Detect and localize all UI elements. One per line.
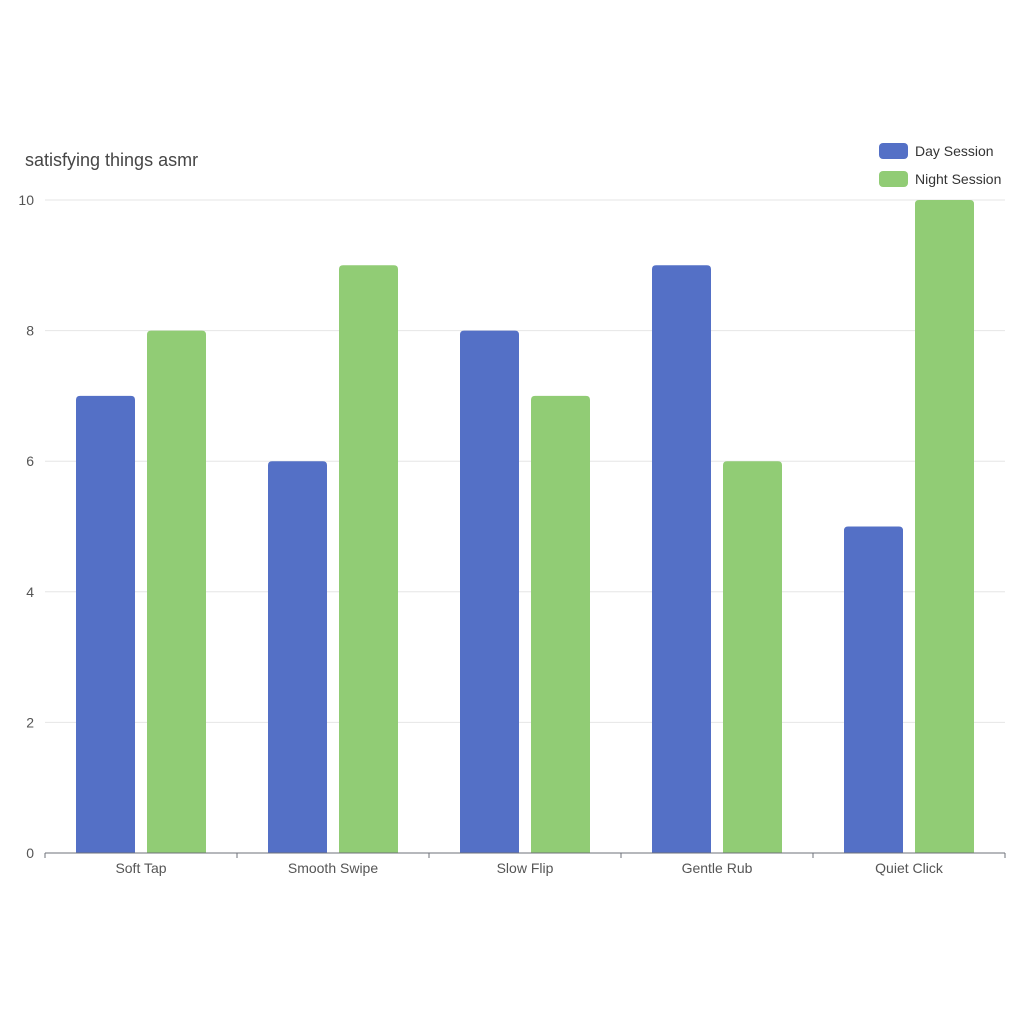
bar-day-session [268, 461, 327, 853]
bar-night-session [531, 395, 590, 853]
y-tick-label: 2 [26, 714, 34, 730]
bar-day-session [844, 526, 903, 853]
x-tick-label: Soft Tap [115, 860, 166, 876]
bar-day-session [460, 330, 519, 854]
legend[interactable]: Day Session Night Session [879, 143, 1001, 187]
y-tick-label: 4 [26, 584, 34, 600]
legend-item[interactable]: Day Session [879, 143, 994, 159]
bar-night-session [147, 330, 206, 854]
bar-night-session [339, 265, 398, 853]
bar-day-session [652, 265, 711, 853]
x-tick-label: Gentle Rub [682, 860, 753, 876]
legend-swatch [879, 143, 908, 159]
y-tick-label: 0 [26, 845, 34, 861]
x-tick-label: Slow Flip [497, 860, 554, 876]
bar-night-session [915, 200, 974, 853]
bar-day-session [76, 395, 135, 853]
x-tick-label: Quiet Click [875, 860, 944, 876]
x-tick-label: Smooth Swipe [288, 860, 378, 876]
legend-swatch [879, 171, 908, 187]
bars [76, 200, 974, 854]
bar-night-session [723, 461, 782, 853]
axes: 0 2 4 6 8 10 Soft Tap Smooth Swipe Slow Flip Gent… [18, 192, 1006, 876]
legend-label: Day Session [915, 143, 994, 159]
legend-item[interactable]: Night Session [879, 171, 1001, 187]
legend-label: Night Session [915, 171, 1001, 187]
y-tick-label: 8 [26, 323, 34, 339]
y-tick-label: 6 [26, 453, 34, 469]
chart-title: satisfying things asmr [25, 150, 198, 170]
y-tick-label: 10 [18, 192, 34, 208]
